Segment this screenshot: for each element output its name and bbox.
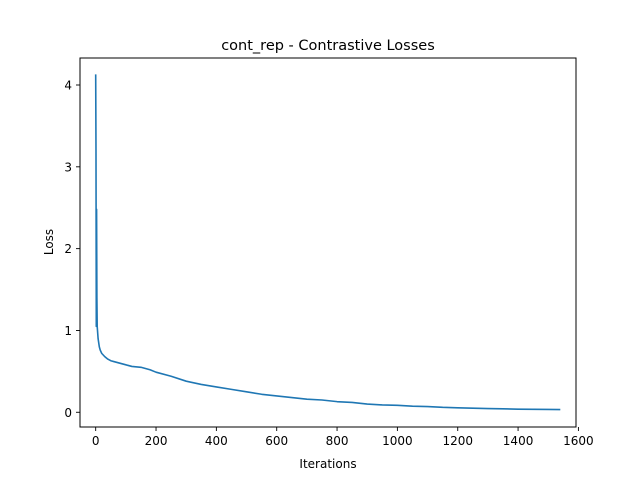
y-tick-label: 2 <box>64 242 72 256</box>
x-tick-label: 200 <box>145 434 168 448</box>
x-tick-label: 800 <box>326 434 349 448</box>
plot-series <box>94 74 561 411</box>
x-tick-label: 600 <box>265 434 288 448</box>
chart-title: cont_rep - Contrastive Losses <box>221 38 435 54</box>
x-tick-label: 1400 <box>503 434 534 448</box>
plot-frame <box>79 57 577 428</box>
y-tick-label: 0 <box>64 406 72 420</box>
x-tick-label: 1200 <box>442 434 473 448</box>
x-tick-label: 400 <box>205 434 228 448</box>
x-axis: 0 200 400 600 800 1000 1200 1400 1600 <box>92 427 594 448</box>
x-axis-label: Iterations <box>299 457 356 471</box>
x-tick-label: 0 <box>92 434 100 448</box>
y-axis: 0 1 2 3 4 <box>64 79 80 420</box>
y-tick-label: 4 <box>64 79 72 93</box>
y-tick-label: 3 <box>64 160 72 174</box>
x-tick-label: 1600 <box>563 434 594 448</box>
loss-series-line-0 <box>94 74 561 411</box>
x-tick-label: 1000 <box>382 434 413 448</box>
y-axis-label: Loss <box>42 229 56 255</box>
y-tick-label: 1 <box>64 324 72 338</box>
